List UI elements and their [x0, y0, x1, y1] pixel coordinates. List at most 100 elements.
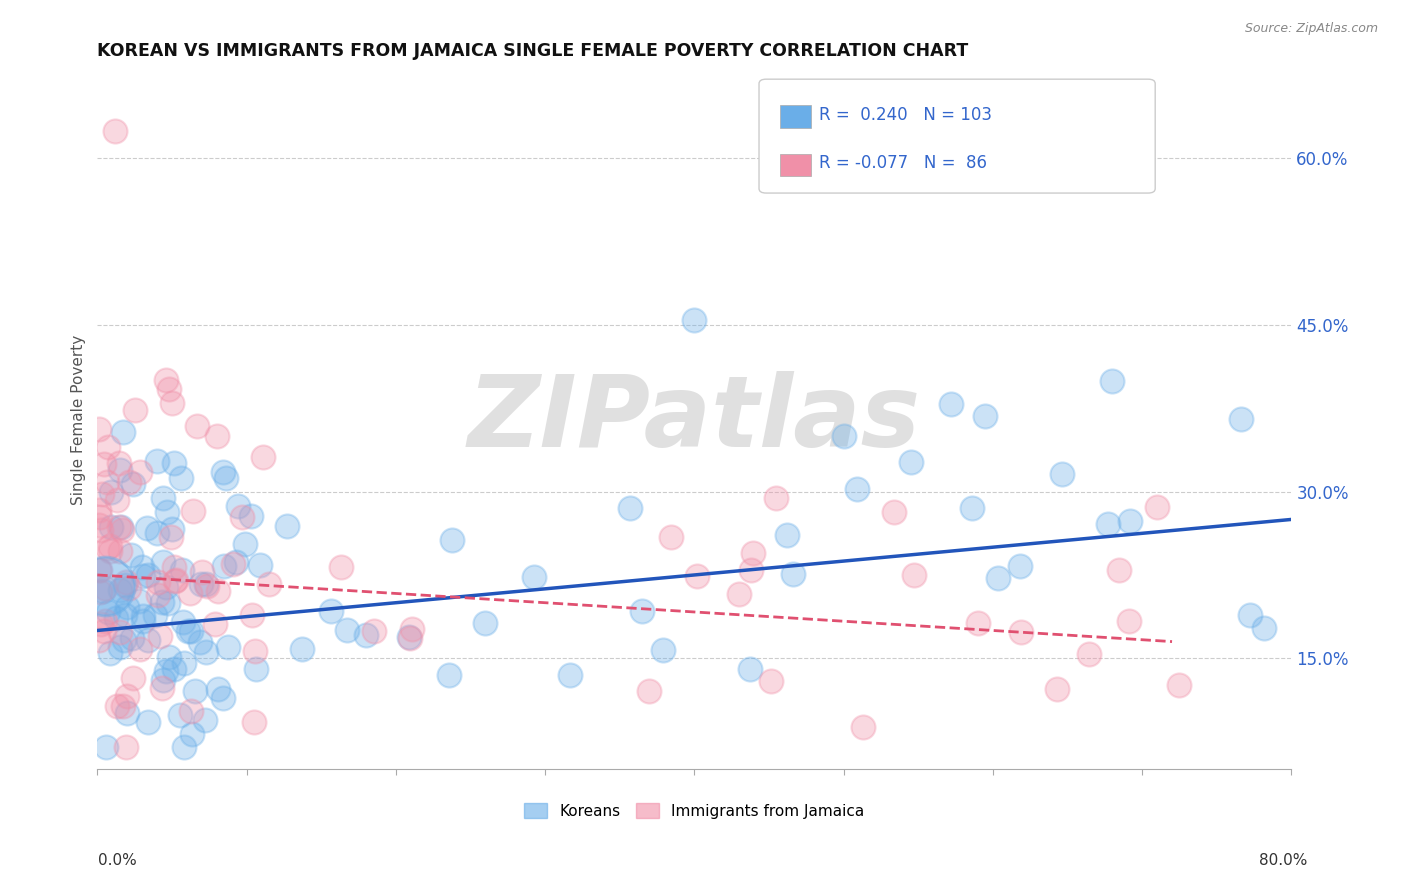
Point — [117, 689, 139, 703]
Point — [652, 642, 675, 657]
Point — [94, 579, 117, 593]
Point — [212, 690, 235, 705]
Point — [685, 569, 707, 583]
Point — [108, 456, 131, 470]
Point — [173, 615, 195, 629]
Point — [156, 506, 179, 520]
Point — [883, 505, 905, 519]
Point — [1097, 517, 1119, 532]
Point — [155, 580, 177, 594]
Point — [233, 537, 256, 551]
Point — [165, 573, 187, 587]
Text: R = -0.077   N =  86: R = -0.077 N = 86 — [820, 154, 987, 172]
Point — [160, 396, 183, 410]
Point — [973, 409, 995, 423]
Point — [1167, 677, 1189, 691]
Point — [136, 567, 159, 582]
Point — [845, 482, 868, 496]
Point — [105, 698, 128, 713]
Point — [765, 491, 787, 506]
Point — [114, 575, 136, 590]
Point — [87, 518, 110, 533]
Point — [960, 501, 983, 516]
Point — [157, 596, 180, 610]
Point — [112, 425, 135, 439]
Point — [124, 403, 146, 417]
Point — [108, 583, 131, 598]
Point — [118, 475, 141, 489]
Y-axis label: Single Female Poverty: Single Female Poverty — [72, 334, 86, 505]
Point — [160, 530, 183, 544]
Point — [782, 566, 804, 581]
Point — [194, 713, 217, 727]
Point — [169, 471, 191, 485]
Point — [832, 429, 855, 443]
Point — [128, 642, 150, 657]
Point — [240, 608, 263, 623]
Point — [190, 634, 212, 648]
Point — [225, 555, 247, 569]
Point — [1146, 500, 1168, 515]
Point — [152, 491, 174, 505]
Point — [131, 568, 153, 582]
Legend: Koreans, Immigrants from Jamaica: Koreans, Immigrants from Jamaica — [519, 797, 870, 824]
Point — [115, 740, 138, 755]
Point — [398, 630, 420, 644]
Point — [143, 607, 166, 622]
Point — [181, 504, 204, 518]
Point — [852, 720, 875, 734]
Point — [205, 429, 228, 443]
Point — [155, 665, 177, 679]
Point — [727, 587, 749, 601]
Point — [89, 563, 111, 577]
Point — [319, 605, 342, 619]
Point — [118, 581, 141, 595]
Point — [120, 549, 142, 563]
Point — [98, 646, 121, 660]
Point — [90, 486, 112, 500]
Point — [114, 578, 136, 592]
Point — [105, 611, 128, 625]
Point — [191, 566, 214, 580]
Point — [150, 681, 173, 695]
Point — [900, 455, 922, 469]
Point — [96, 475, 118, 489]
Point — [252, 450, 274, 464]
Point — [1033, 152, 1056, 166]
Point — [98, 544, 121, 558]
Point — [195, 579, 218, 593]
Point — [630, 604, 652, 618]
Point — [100, 484, 122, 499]
Point — [212, 465, 235, 479]
Text: R =  0.240   N = 103: R = 0.240 N = 103 — [820, 106, 993, 124]
Point — [363, 624, 385, 639]
Point — [1010, 559, 1032, 574]
Point — [87, 632, 110, 647]
Point — [180, 727, 202, 741]
Point — [1077, 647, 1099, 661]
Point — [136, 715, 159, 730]
Text: KOREAN VS IMMIGRANTS FROM JAMAICA SINGLE FEMALE POVERTY CORRELATION CHART: KOREAN VS IMMIGRANTS FROM JAMAICA SINGLE… — [97, 42, 969, 60]
Point — [132, 614, 155, 628]
Point — [110, 544, 132, 558]
Point — [94, 740, 117, 755]
Point — [329, 560, 352, 574]
Point — [186, 418, 208, 433]
Point — [180, 704, 202, 718]
Point — [150, 595, 173, 609]
Point — [204, 616, 226, 631]
Point — [91, 584, 114, 599]
Point — [776, 528, 799, 542]
Point — [1101, 374, 1123, 388]
Point — [122, 672, 145, 686]
Point — [401, 622, 423, 636]
Point — [146, 588, 169, 602]
Point — [131, 608, 153, 623]
Point — [212, 558, 235, 573]
Point — [155, 374, 177, 388]
Point — [742, 546, 765, 560]
Point — [179, 586, 201, 600]
Point — [354, 627, 377, 641]
Point — [759, 673, 782, 688]
Point — [217, 640, 239, 654]
